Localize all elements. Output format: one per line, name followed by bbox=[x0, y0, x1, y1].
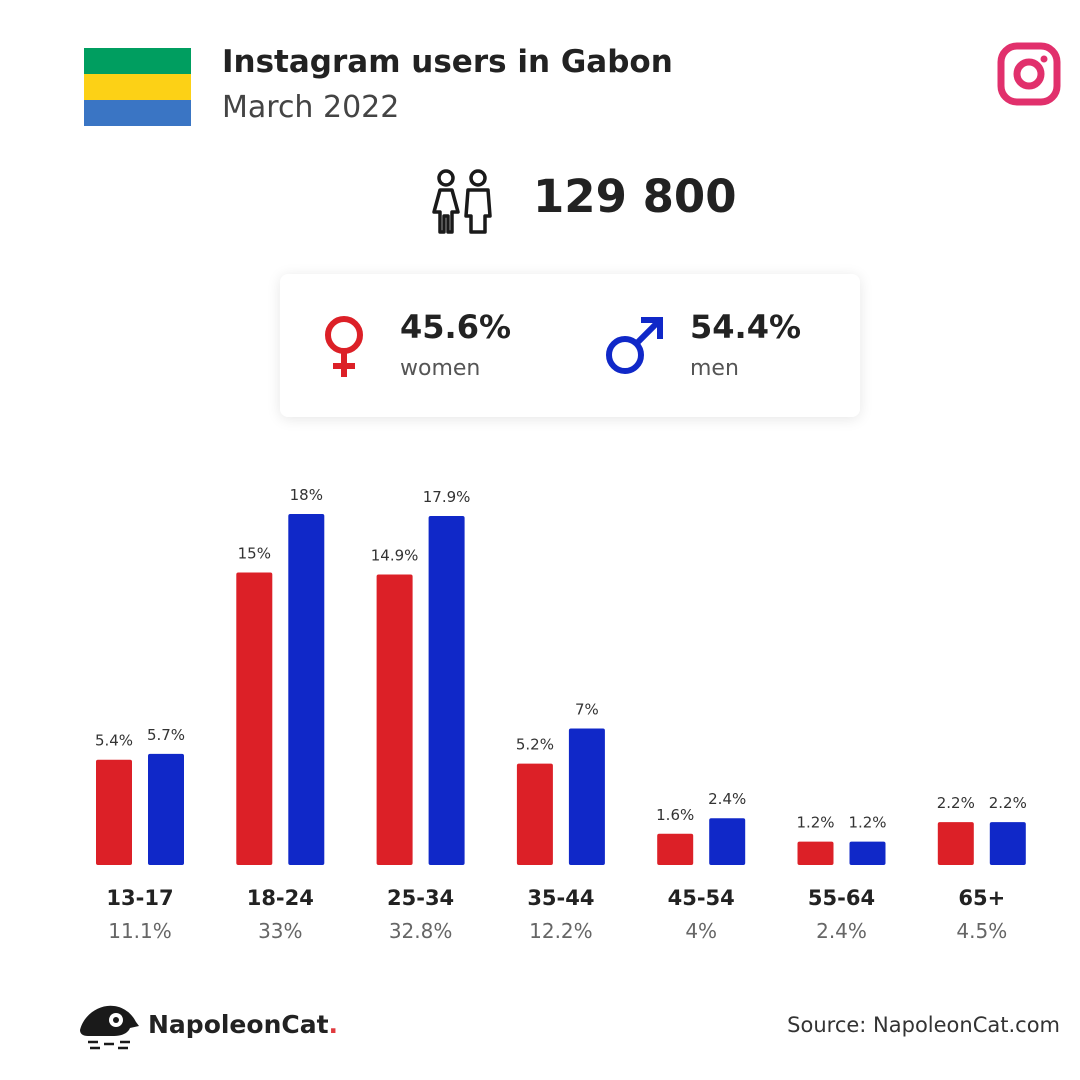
bar-men-13-17 bbox=[148, 753, 184, 865]
category-total-label: 32.8% bbox=[389, 919, 453, 943]
bar-value-label: 1.2% bbox=[796, 814, 834, 832]
category-total-label: 4.5% bbox=[956, 919, 1007, 943]
x-tick-label: 18-24 bbox=[247, 886, 314, 910]
bar-women-65+ bbox=[937, 822, 974, 865]
bar-value-label: 2.2% bbox=[989, 794, 1027, 812]
bar-value-label: 5.4% bbox=[95, 732, 133, 750]
bar-women-25-34 bbox=[376, 574, 413, 865]
gabon-flag bbox=[84, 48, 191, 126]
x-tick-label: 13-17 bbox=[106, 886, 173, 910]
category-total-label: 11.1% bbox=[108, 919, 172, 943]
bar-value-label: 14.9% bbox=[371, 546, 419, 564]
x-tick-label: 25-34 bbox=[387, 886, 454, 910]
bar-women-55-64 bbox=[797, 841, 834, 865]
bar-value-label: 1.2% bbox=[848, 814, 886, 832]
bar-men-35-44 bbox=[568, 728, 605, 865]
x-tick-label: 65+ bbox=[958, 886, 1005, 910]
people-icon bbox=[432, 169, 492, 234]
napoleoncat-logo-icon bbox=[80, 1005, 139, 1050]
male-symbol-icon bbox=[606, 317, 663, 374]
female-symbol-icon bbox=[325, 316, 363, 377]
age-gender-bar-chart: 5.4% 5.7% 13-17 11.1% 15% 18% 18-24 33% 14.9% 17.… bbox=[95, 486, 1027, 943]
bar-value-label: 2.4% bbox=[708, 790, 746, 808]
source-credit: Source: NapoleonCat.com bbox=[787, 1013, 1060, 1037]
women-percent: 45.6% bbox=[400, 308, 512, 346]
brand-dot: . bbox=[328, 1010, 339, 1039]
instagram-icon bbox=[997, 42, 1061, 106]
bar-women-35-44 bbox=[516, 763, 553, 865]
bar-women-45-54 bbox=[657, 833, 694, 865]
flag-stripe-blue bbox=[84, 100, 191, 126]
women-label: women bbox=[400, 356, 481, 381]
bar-value-label: 7% bbox=[575, 701, 599, 719]
bar-value-label: 18% bbox=[290, 486, 323, 504]
gender-split-card: 45.6% women 54.4% men bbox=[280, 274, 860, 417]
bar-men-25-34 bbox=[428, 515, 465, 865]
flag-stripe-green bbox=[84, 48, 191, 74]
flag-stripe-yellow bbox=[84, 74, 191, 100]
men-label: men bbox=[690, 356, 739, 381]
men-percent: 54.4% bbox=[690, 308, 802, 346]
bar-value-label: 15% bbox=[238, 545, 271, 563]
x-tick-label: 45-54 bbox=[668, 886, 735, 910]
category-total-label: 12.2% bbox=[529, 919, 593, 943]
bar-value-label: 17.9% bbox=[423, 488, 471, 506]
bar-value-label: 5.2% bbox=[516, 736, 554, 754]
bar-women-18-24 bbox=[236, 572, 273, 865]
category-total-label: 33% bbox=[258, 919, 302, 943]
brand-name-text: NapoleonCat bbox=[148, 1010, 329, 1039]
bar-value-label: 2.2% bbox=[937, 794, 975, 812]
bar-men-65+ bbox=[989, 822, 1026, 865]
bar-value-label: 1.6% bbox=[656, 806, 694, 824]
bar-men-45-54 bbox=[709, 818, 746, 865]
page-title: Instagram users in Gabon bbox=[222, 44, 673, 80]
page-subtitle: March 2022 bbox=[222, 90, 400, 125]
bar-men-18-24 bbox=[288, 514, 325, 865]
bar-value-label: 5.7% bbox=[147, 726, 185, 744]
brand-name: NapoleonCat. bbox=[148, 1010, 338, 1039]
x-tick-label: 35-44 bbox=[527, 886, 594, 910]
bar-women-13-17 bbox=[96, 759, 132, 865]
category-total-label: 4% bbox=[685, 919, 717, 943]
category-total-label: 2.4% bbox=[816, 919, 867, 943]
total-users-value: 129 800 bbox=[533, 170, 737, 223]
bar-men-55-64 bbox=[849, 841, 886, 865]
x-tick-label: 55-64 bbox=[808, 886, 875, 910]
